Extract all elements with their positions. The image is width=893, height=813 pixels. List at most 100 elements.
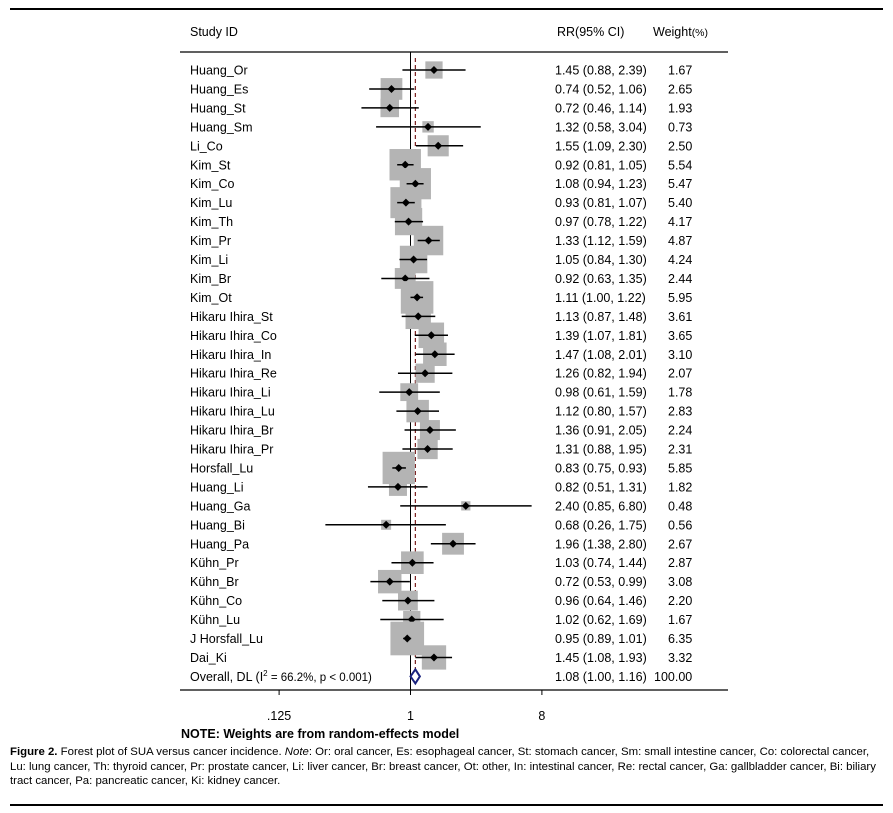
x-tick-label: 1 bbox=[407, 709, 414, 723]
study-label: Hikaru Ihira_Lu bbox=[190, 405, 275, 419]
study-ci: 1.45 (1.08, 1.93) bbox=[555, 651, 647, 665]
study-ci: 0.92 (0.63, 1.35) bbox=[555, 272, 647, 286]
study-weight: 0.73 bbox=[668, 120, 692, 134]
point-estimate bbox=[423, 445, 432, 453]
overall-weight: 100.00 bbox=[654, 670, 692, 684]
study-label: Kühn_Br bbox=[190, 575, 239, 589]
study-label: Hikaru Ihira_Co bbox=[190, 329, 277, 343]
study-weight: 2.31 bbox=[668, 443, 692, 457]
study-label: Huang_Li bbox=[190, 480, 244, 494]
header-study-id: Study ID bbox=[190, 25, 238, 39]
point-estimate bbox=[461, 501, 470, 510]
study-label: Huang_Bi bbox=[190, 518, 245, 532]
study-ci: 0.72 (0.46, 1.14) bbox=[555, 101, 647, 115]
caption-note-word: Note bbox=[284, 746, 309, 758]
study-weight: 5.95 bbox=[668, 291, 692, 305]
study-label: Kim_Br bbox=[190, 272, 231, 286]
study-label: Hikaru Ihira_Pr bbox=[190, 443, 273, 457]
header-rr-ci: RR(95% CI) bbox=[557, 25, 624, 39]
point-estimate bbox=[409, 255, 418, 264]
study-label: Huang_Or bbox=[190, 64, 248, 78]
point-estimate bbox=[382, 520, 391, 529]
study-label: Hikaru Ihira_In bbox=[190, 348, 271, 362]
study-label: Kühn_Lu bbox=[190, 613, 240, 627]
study-ci: 1.31 (0.88, 1.95) bbox=[555, 443, 647, 457]
study-ci: 1.36 (0.91, 2.05) bbox=[555, 424, 647, 438]
study-weight: 1.67 bbox=[668, 613, 692, 627]
study-ci: 0.82 (0.51, 1.31) bbox=[555, 480, 647, 494]
point-estimate bbox=[401, 160, 410, 169]
study-ci: 0.68 (0.26, 1.75) bbox=[555, 518, 647, 532]
forest-plot: Study ID RR(95% CI) Weight(%) Huang_Or 1.45 … bbox=[180, 25, 728, 740]
study-ci: 1.32 (0.58, 3.04) bbox=[555, 120, 647, 134]
study-weight: 5.85 bbox=[668, 461, 692, 475]
study-ci: 0.97 (0.78, 1.22) bbox=[555, 215, 647, 229]
study-weight: 3.61 bbox=[668, 310, 692, 324]
study-weight: 1.82 bbox=[668, 480, 692, 494]
point-estimate bbox=[424, 122, 433, 131]
study-weight: 5.47 bbox=[668, 177, 692, 191]
study-label: Li_Co bbox=[190, 139, 223, 153]
point-estimate bbox=[429, 653, 438, 662]
point-estimate bbox=[408, 558, 417, 567]
point-estimate bbox=[385, 103, 394, 112]
point-estimate bbox=[405, 388, 414, 397]
study-weight: 5.54 bbox=[668, 158, 692, 172]
point-estimate bbox=[427, 331, 436, 340]
x-tick-label: .125 bbox=[267, 709, 291, 723]
study-weight: 3.65 bbox=[668, 329, 692, 343]
study-ci: 0.93 (0.81, 1.07) bbox=[555, 196, 647, 210]
point-estimate bbox=[401, 274, 410, 283]
study-weight: 4.24 bbox=[668, 253, 692, 267]
study-weight: 2.24 bbox=[668, 424, 692, 438]
study-weight: 0.48 bbox=[668, 499, 692, 513]
point-estimate bbox=[401, 198, 410, 207]
study-ci: 1.33 (1.12, 1.59) bbox=[555, 234, 647, 248]
point-estimate bbox=[393, 482, 402, 491]
study-ci: 1.13 (0.87, 1.48) bbox=[555, 310, 647, 324]
study-weight: 3.08 bbox=[668, 575, 692, 589]
study-ci: 1.96 (1.38, 2.80) bbox=[555, 537, 647, 551]
study-label: Huang_Es bbox=[190, 82, 248, 96]
bottom-rule bbox=[10, 804, 883, 806]
study-ci: 0.95 (0.89, 1.01) bbox=[555, 632, 647, 646]
point-estimate bbox=[413, 407, 422, 416]
study-label: Kim_Li bbox=[190, 253, 228, 267]
study-ci: 1.55 (1.09, 2.30) bbox=[555, 139, 647, 153]
study-label: Hikaru Ihira_Re bbox=[190, 367, 277, 381]
study-ci: 0.92 (0.81, 1.05) bbox=[555, 158, 647, 172]
study-label: Kim_Ot bbox=[190, 291, 232, 305]
study-weight: 2.67 bbox=[668, 537, 692, 551]
point-estimate bbox=[407, 615, 416, 624]
overall-label: Overall, DL (I2 = 66.2%, p < 0.001) bbox=[190, 669, 372, 684]
point-estimate bbox=[414, 312, 423, 321]
study-label: Kim_Lu bbox=[190, 196, 232, 210]
study-label: Hikaru Ihira_St bbox=[190, 310, 273, 324]
study-ci: 1.08 (0.94, 1.23) bbox=[555, 177, 647, 191]
study-label: Huang_Pa bbox=[190, 537, 249, 551]
study-weight: 2.07 bbox=[668, 367, 692, 381]
study-weight: 1.67 bbox=[668, 64, 692, 78]
overall-diamond bbox=[409, 667, 422, 686]
point-estimate bbox=[430, 350, 439, 359]
study-ci: 1.26 (0.82, 1.94) bbox=[555, 367, 647, 381]
study-weight: 2.50 bbox=[668, 139, 692, 153]
study-ci: 1.45 (0.88, 2.39) bbox=[555, 64, 647, 78]
caption-body: : Or: oral cancer, Es: esophageal cancer… bbox=[10, 746, 876, 787]
x-tick-label: 8 bbox=[538, 709, 545, 723]
study-label: Huang_Ga bbox=[190, 499, 251, 513]
study-ci: 2.40 (0.85, 6.80) bbox=[555, 499, 647, 513]
study-weight: 4.17 bbox=[668, 215, 692, 229]
study-ci: 1.47 (1.08, 2.01) bbox=[555, 348, 647, 362]
study-weight: 2.44 bbox=[668, 272, 692, 286]
study-label: Hikaru Ihira_Li bbox=[190, 386, 271, 400]
point-estimate bbox=[404, 217, 413, 226]
point-estimate bbox=[429, 66, 438, 74]
study-weight: 3.10 bbox=[668, 348, 692, 362]
top-rule bbox=[10, 8, 883, 10]
point-estimate bbox=[434, 141, 443, 150]
study-ci: 0.98 (0.61, 1.59) bbox=[555, 386, 647, 400]
point-estimate bbox=[421, 369, 430, 378]
study-ci: 1.39 (1.07, 1.81) bbox=[555, 329, 647, 343]
study-weight: 2.87 bbox=[668, 556, 692, 570]
